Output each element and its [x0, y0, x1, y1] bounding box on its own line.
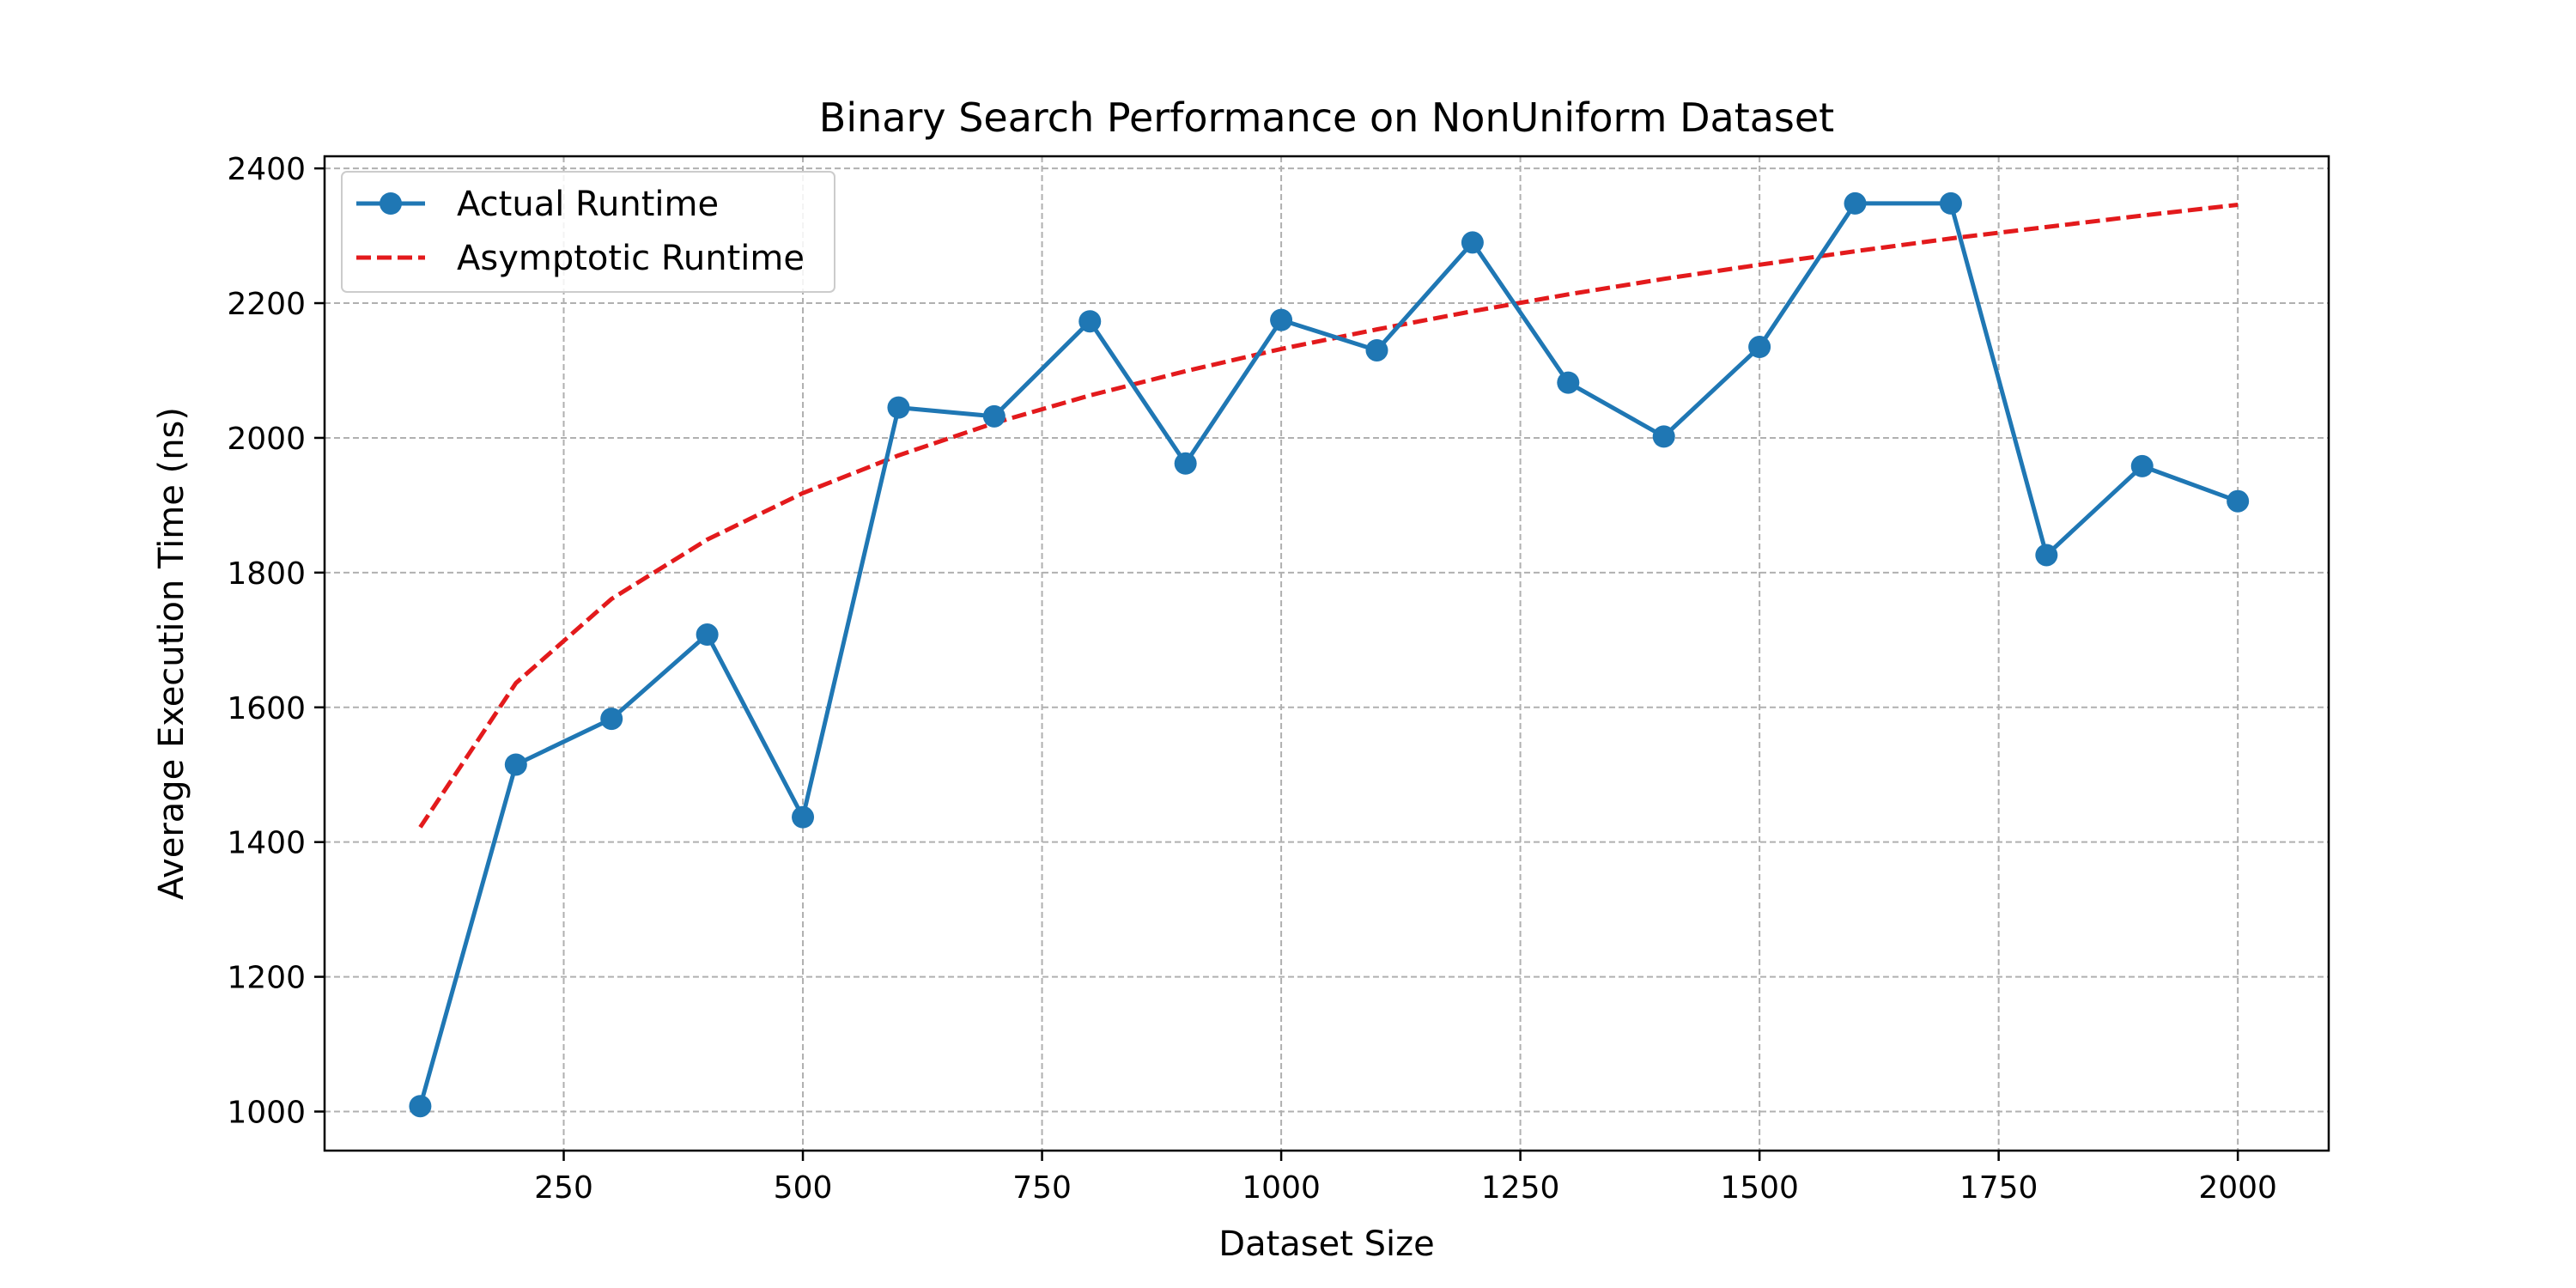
data-point-actual-runtime: [1748, 336, 1771, 359]
data-point-actual-runtime: [504, 753, 527, 776]
chart-title: Binary Search Performance on NonUniform …: [819, 94, 1834, 141]
data-point-actual-runtime: [600, 708, 623, 731]
data-point-actual-runtime: [1652, 425, 1675, 448]
x-tick-label: 1000: [1242, 1170, 1321, 1206]
series-line-asymptotic-runtime: [418, 203, 2239, 829]
data-point-actual-runtime: [1174, 452, 1197, 475]
legend-box: [341, 171, 835, 293]
series-line-actual-runtime: [418, 201, 2239, 1107]
y-tick-label: 1200: [227, 961, 306, 996]
data-point-actual-runtime: [1844, 191, 1867, 215]
data-point-actual-runtime: [409, 1095, 432, 1118]
data-point-actual-runtime: [1078, 310, 1102, 333]
series-layer: [409, 191, 2250, 1118]
data-point-actual-runtime: [1270, 308, 1293, 331]
plot-frame: [323, 155, 2330, 1152]
x-tick-label: 1500: [1720, 1170, 1799, 1206]
y-axis-label: Average Execution Time (ns): [152, 407, 191, 900]
x-axis-label: Dataset Size: [1218, 1224, 1434, 1264]
x-tick-label: 250: [534, 1170, 593, 1206]
data-point-actual-runtime: [1557, 371, 1580, 394]
x-tick-label: 1250: [1481, 1170, 1560, 1206]
x-tick-label: 1750: [1959, 1170, 2038, 1206]
y-tick-label: 2000: [227, 422, 306, 457]
y-tick-label: 1600: [227, 691, 306, 726]
axis-ticks: 250 500 750 1000 1250 1500 1750 2000 1000 1200 140…: [227, 152, 2277, 1206]
x-tick-label: 500: [774, 1170, 833, 1206]
y-tick-label: 1800: [227, 556, 306, 592]
data-point-actual-runtime: [696, 623, 719, 647]
data-point-actual-runtime: [2130, 454, 2154, 477]
y-tick-label: 1400: [227, 826, 306, 861]
legend: Actual Runtime Asymptotic Runtime: [341, 171, 835, 293]
legend-label-actual-runtime: Actual Runtime: [457, 185, 719, 224]
data-point-actual-runtime: [2227, 489, 2250, 513]
data-point-actual-runtime: [1939, 191, 1962, 215]
data-point-actual-runtime: [887, 396, 910, 419]
legend-label-asymptotic-runtime: Asymptotic Runtime: [457, 239, 805, 278]
y-tick-label: 1000: [227, 1095, 306, 1130]
data-point-actual-runtime: [792, 805, 815, 829]
data-point-actual-runtime: [2035, 544, 2058, 567]
data-point-actual-runtime: [982, 404, 1005, 428]
x-tick-label: 750: [1012, 1170, 1072, 1206]
data-point-actual-runtime: [1365, 338, 1388, 361]
data-point-actual-runtime: [1461, 231, 1484, 254]
legend-marker-actual-runtime: [380, 192, 402, 215]
y-tick-label: 2400: [227, 152, 306, 187]
x-tick-label: 2000: [2198, 1170, 2277, 1206]
y-tick-label: 2200: [227, 287, 306, 322]
